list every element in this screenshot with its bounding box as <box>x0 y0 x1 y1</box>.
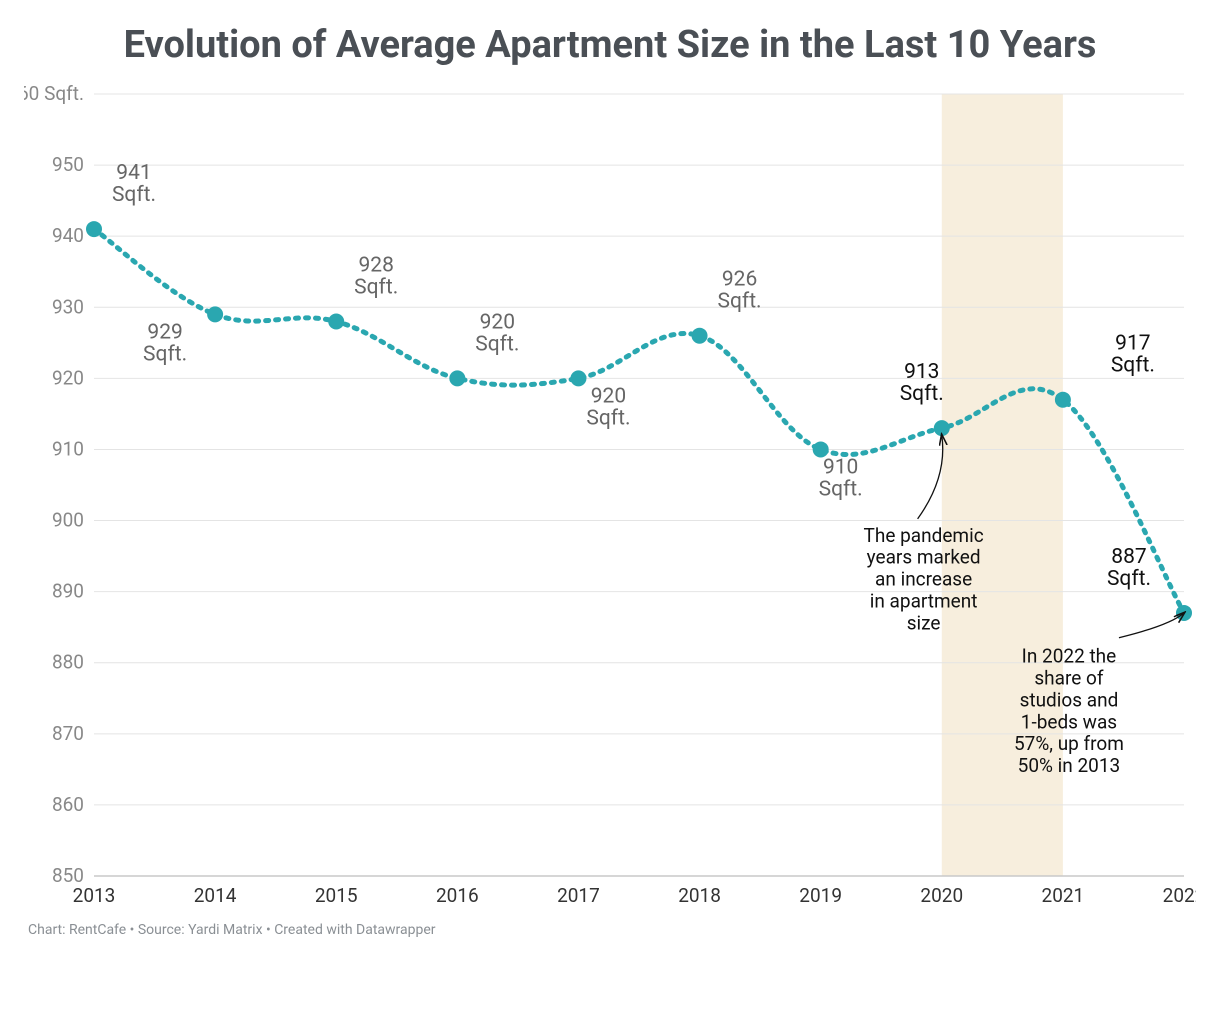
annotation-text: In 2022 theshare ofstudios and1-beds was… <box>1014 644 1124 776</box>
y-axis-tick-label: 960 Sqft. <box>24 82 84 105</box>
y-axis-tick-label: 910 <box>52 437 84 460</box>
x-axis-tick-label: 2014 <box>194 884 237 907</box>
chart-footer: Chart: RentCafe • Source: Yardi Matrix •… <box>24 922 1196 938</box>
y-axis-tick-label: 870 <box>52 722 84 745</box>
data-point <box>328 313 344 329</box>
data-point-label: 920Sqft. <box>475 310 519 356</box>
data-point <box>570 370 586 386</box>
x-axis-tick-label: 2017 <box>557 884 600 907</box>
data-point <box>86 221 102 237</box>
data-point <box>449 370 465 386</box>
y-axis-tick-label: 920 <box>52 366 84 389</box>
data-point-label: 887Sqft. <box>1107 545 1151 591</box>
y-axis-tick-label: 930 <box>52 295 84 318</box>
x-axis-tick-label: 2020 <box>920 884 963 907</box>
y-axis-tick-label: 900 <box>52 508 84 531</box>
x-axis-tick-label: 2013 <box>73 884 116 907</box>
x-axis-tick-label: 2018 <box>678 884 721 907</box>
y-axis-tick-label: 860 <box>52 793 84 816</box>
y-axis-tick-label: 950 <box>52 153 84 176</box>
data-point <box>934 420 950 436</box>
data-point-label: 917Sqft. <box>1111 331 1155 377</box>
data-point-label: 926Sqft. <box>717 267 761 313</box>
x-axis-tick-label: 2022 <box>1163 884 1196 907</box>
annotation-arrow <box>918 435 943 519</box>
x-axis-tick-label: 2015 <box>315 884 358 907</box>
annotation-arrow <box>1119 613 1184 638</box>
data-point <box>1055 391 1071 407</box>
x-axis-tick-label: 2016 <box>436 884 479 907</box>
y-axis-tick-label: 880 <box>52 650 84 673</box>
data-point-label: 913Sqft. <box>900 360 944 406</box>
data-point-label: 920Sqft. <box>586 384 630 430</box>
data-point-label: 941Sqft. <box>112 161 156 207</box>
y-axis-tick-label: 890 <box>52 579 84 602</box>
chart-area: 850860870880890900910920930940950960 Sqf… <box>24 76 1196 916</box>
x-axis-tick-label: 2021 <box>1042 884 1085 907</box>
x-axis-tick-label: 2019 <box>799 884 842 907</box>
data-point <box>692 327 708 343</box>
y-axis-tick-label: 940 <box>52 224 84 247</box>
data-point <box>207 306 223 322</box>
data-point-label: 929Sqft. <box>143 320 187 366</box>
line-chart-svg: 850860870880890900910920930940950960 Sqf… <box>24 76 1196 916</box>
chart-title: Evolution of Average Apartment Size in t… <box>24 24 1196 68</box>
data-point-label: 910Sqft. <box>819 455 863 501</box>
data-point-label: 928Sqft. <box>354 253 398 299</box>
